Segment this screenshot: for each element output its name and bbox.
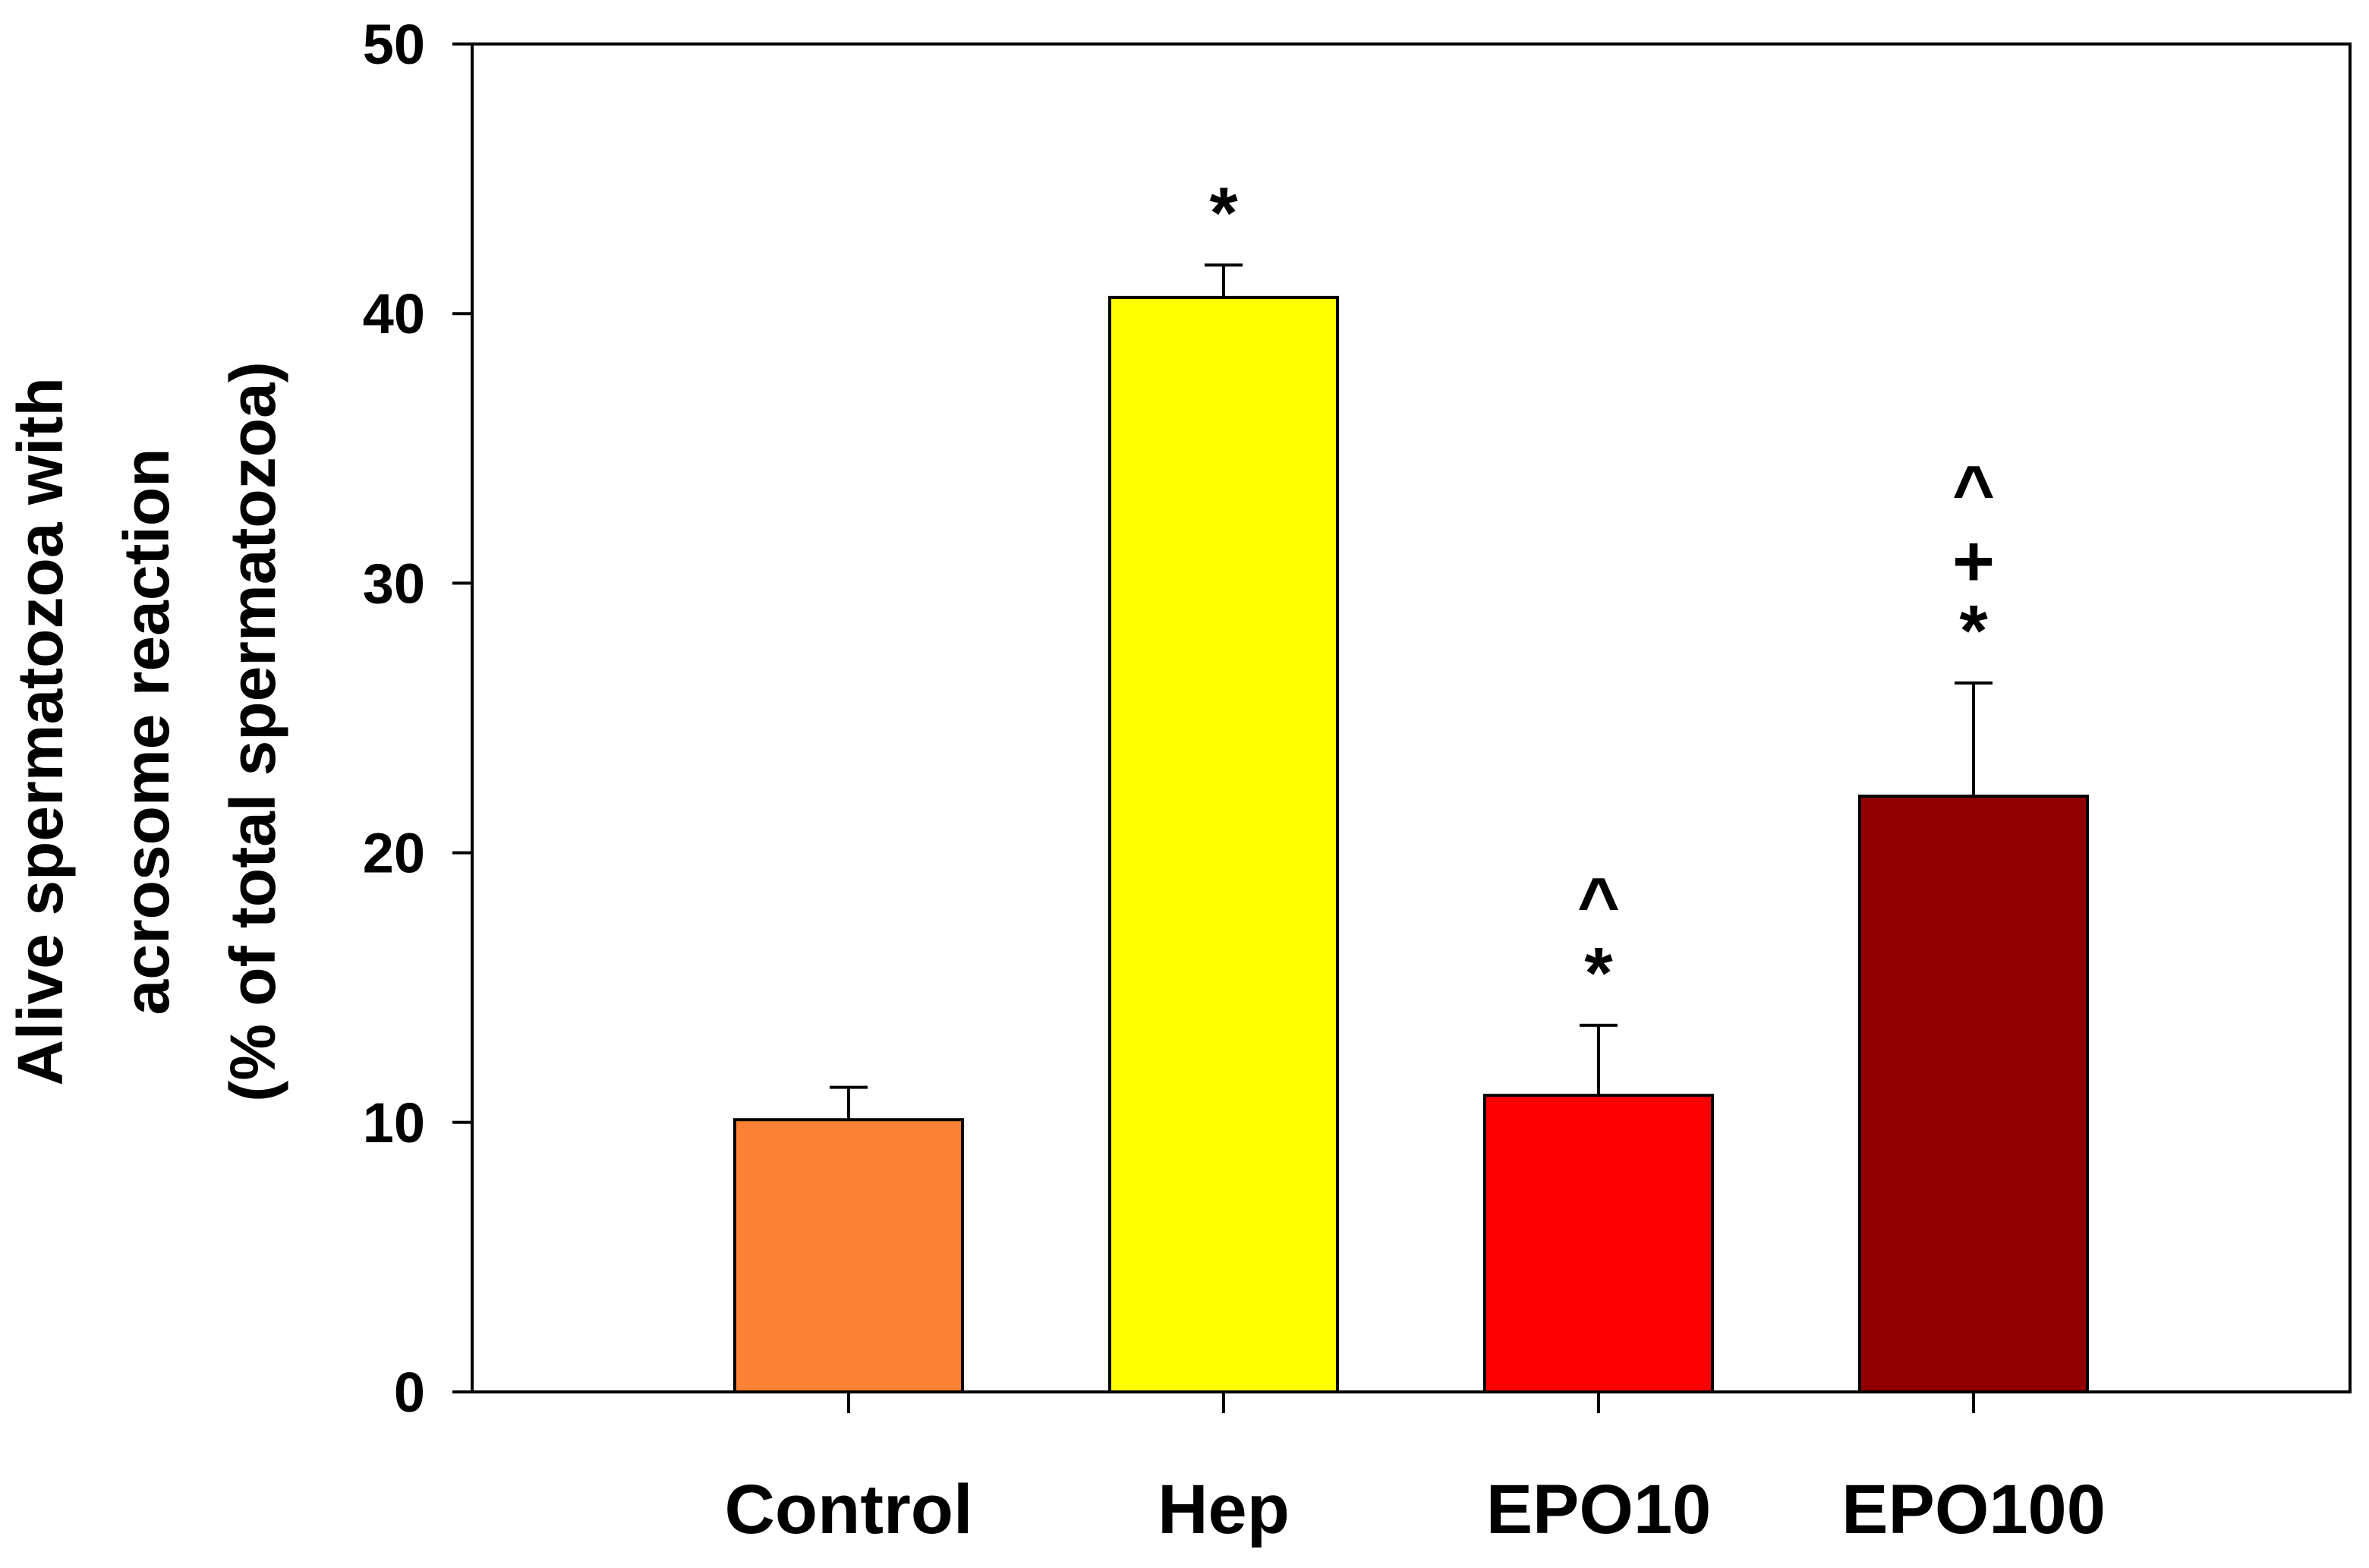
significance-mark: ^ bbox=[1952, 451, 1995, 532]
x-axis: Control Hep EPO10 EPO100 bbox=[724, 1392, 2106, 1548]
y-axis-title: Alive spermatozoa with acrosome reaction… bbox=[5, 361, 288, 1101]
significance-mark: + bbox=[1952, 521, 1995, 602]
y-axis-title-line-1: Alive spermatozoa with bbox=[5, 377, 76, 1086]
y-tick-label: 10 bbox=[363, 1091, 425, 1154]
y-tick-label: 50 bbox=[363, 13, 425, 76]
y-tick-label: 0 bbox=[394, 1361, 425, 1424]
y-axis-title-line-2: acrosome reaction bbox=[111, 449, 182, 1015]
y-axis: 0 10 20 30 40 50 bbox=[363, 13, 472, 1424]
y-axis-title-line-3: (% of total spermatozoa) bbox=[217, 361, 288, 1101]
significance-mark: * bbox=[1209, 172, 1238, 253]
significance-mark: * bbox=[1584, 933, 1613, 1014]
significance-mark: ^ bbox=[1577, 863, 1620, 944]
y-tick-label: 30 bbox=[363, 552, 425, 615]
category-label: EPO10 bbox=[1486, 1471, 1712, 1548]
bars: **^*+^ bbox=[733, 172, 2089, 1394]
bar-control bbox=[733, 1118, 964, 1394]
plot-area-frame bbox=[471, 43, 2352, 1393]
bar-epo100 bbox=[1858, 795, 2089, 1394]
category-label: EPO100 bbox=[1841, 1471, 2106, 1548]
y-tick-label: 40 bbox=[363, 282, 425, 345]
bar-hep bbox=[1108, 295, 1339, 1394]
y-tick-label: 20 bbox=[363, 822, 425, 885]
bar-epo10 bbox=[1483, 1094, 1714, 1394]
category-label: Hep bbox=[1158, 1471, 1290, 1548]
category-label: Control bbox=[724, 1471, 972, 1548]
significance-mark: * bbox=[1959, 590, 1988, 672]
